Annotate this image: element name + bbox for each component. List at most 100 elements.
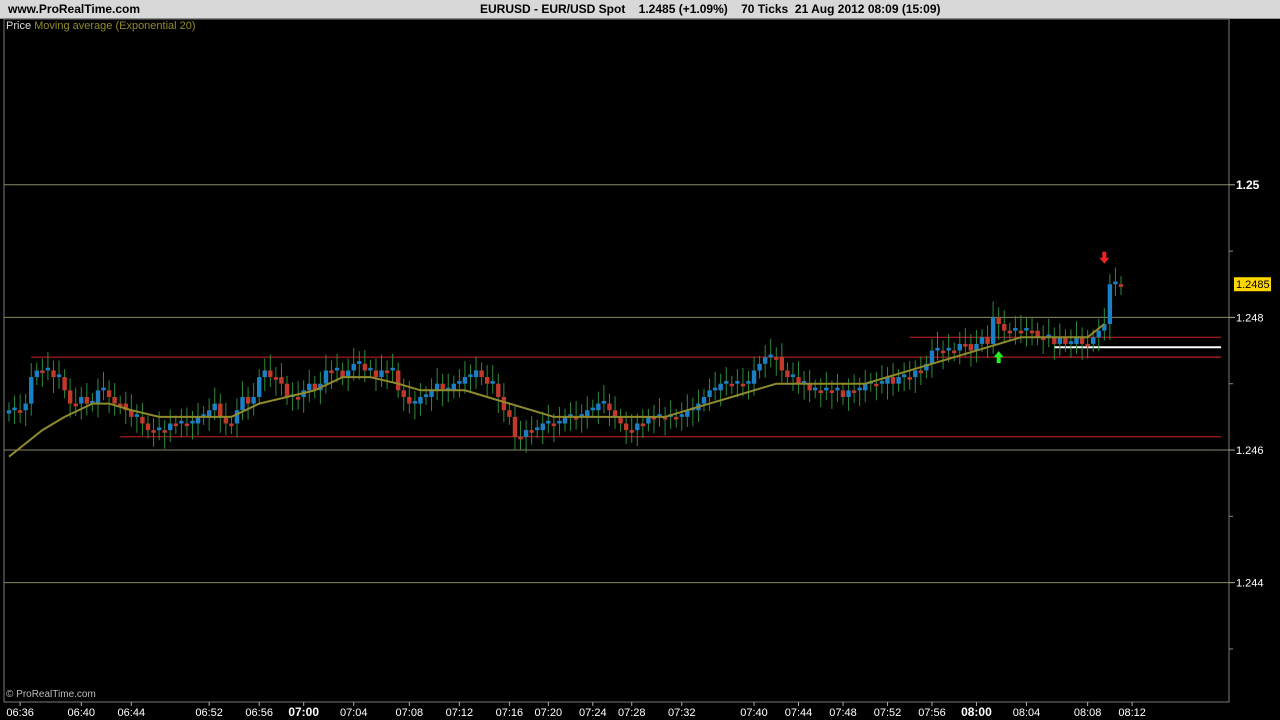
candle-body	[384, 370, 390, 374]
candle-body	[924, 363, 929, 371]
candle-body	[429, 390, 434, 397]
candle-body	[334, 367, 340, 371]
candle-body	[907, 377, 912, 380]
candle-body	[901, 374, 907, 378]
candle-body	[674, 416, 679, 420]
candle-body	[501, 396, 507, 411]
candle-body	[201, 414, 206, 417]
candle-body	[268, 370, 273, 378]
candle-body	[724, 381, 729, 384]
candle-body	[1063, 337, 1068, 344]
candle-body	[579, 414, 584, 417]
candle-body	[62, 377, 67, 391]
candle-body	[590, 407, 595, 411]
chart-title: EURUSD - EUR/USD Spot 1.2485 (+1.09%) 70…	[480, 2, 941, 16]
sell-signal-arrow	[1099, 251, 1110, 264]
candle-body	[735, 381, 740, 384]
footer-credit: © ProRealTime.com	[6, 689, 96, 700]
x-tick-label: 07:24	[579, 707, 607, 719]
candle-body	[407, 396, 412, 404]
candle-body	[496, 383, 501, 397]
candle-body	[512, 416, 518, 437]
candle-body	[1013, 328, 1018, 331]
legend-moving-average[interactable]: Moving average (Exponential 20)	[34, 20, 196, 32]
candle-body	[206, 410, 212, 417]
candle-body	[774, 357, 779, 360]
x-tick-label: 07:04	[340, 707, 368, 719]
candle-body	[1074, 337, 1079, 344]
candle-body	[801, 381, 807, 384]
candle-body	[990, 317, 996, 344]
candle-body	[685, 410, 690, 417]
site-label[interactable]: www.ProRealTime.com	[8, 2, 141, 16]
candle-body	[1057, 337, 1063, 344]
x-tick-label: 06:36	[6, 707, 34, 719]
y-tick-label: 1.25	[1236, 178, 1260, 192]
candle-body	[112, 396, 117, 404]
buy-signal-arrow	[993, 351, 1004, 364]
candle-body	[368, 367, 373, 371]
candle-body	[1118, 284, 1124, 287]
candle-body	[612, 410, 618, 417]
legend-price[interactable]: Price	[6, 20, 32, 32]
candle-body	[679, 414, 684, 417]
candle-body	[701, 396, 707, 404]
candle-body	[851, 390, 857, 393]
moving-average-line	[8, 323, 1105, 458]
candle-body	[418, 396, 423, 404]
candle-body	[1068, 341, 1074, 344]
x-tick-label: 06:56	[245, 707, 273, 719]
candle-body	[351, 363, 356, 371]
candle-body	[29, 377, 34, 404]
candle-body	[1029, 330, 1035, 334]
candle-body	[345, 370, 351, 378]
candle-body	[1046, 334, 1051, 338]
y-tick-label: 1.244	[1236, 578, 1264, 590]
candle-body	[329, 370, 334, 374]
candle-body	[790, 374, 796, 378]
candle-body	[762, 357, 768, 364]
candle-body	[340, 370, 345, 378]
candle-body	[623, 423, 629, 431]
candle-body	[1079, 337, 1085, 344]
candle-body	[129, 410, 134, 417]
candle-body	[557, 420, 562, 424]
candle-body	[67, 390, 73, 404]
candle-body	[712, 387, 718, 391]
candle-body	[568, 414, 573, 417]
candle-body	[785, 370, 790, 378]
candle-body	[118, 403, 123, 407]
candle-body	[229, 423, 234, 427]
candle-body	[145, 423, 151, 431]
candle-body	[646, 416, 651, 424]
candle-body	[162, 430, 167, 433]
candle-body	[585, 410, 590, 417]
x-tick-label: 07:28	[618, 707, 646, 719]
candle-body	[234, 410, 240, 424]
candle-body	[106, 390, 112, 397]
candle-body	[212, 403, 217, 411]
candle-body	[462, 377, 468, 384]
candle-body	[746, 381, 751, 384]
candle-body	[451, 383, 456, 391]
candle-body	[874, 383, 879, 387]
candle-body	[952, 350, 957, 354]
candle-body	[601, 400, 607, 404]
candle-body	[957, 343, 962, 351]
candle-body	[935, 347, 940, 351]
candle-body	[40, 370, 45, 374]
candle-body	[56, 374, 62, 378]
candle-body	[257, 377, 262, 397]
candle-body	[273, 377, 279, 380]
x-tick-label: 08:04	[1013, 707, 1041, 719]
last-price-label: 1.2485	[1236, 279, 1270, 291]
candle-body	[662, 416, 668, 420]
x-tick-label: 08:12	[1118, 707, 1146, 719]
candle-body	[218, 403, 223, 417]
candle-body	[757, 363, 762, 371]
x-tick-label: 07:44	[785, 707, 813, 719]
candle-body	[918, 370, 924, 374]
candle-body	[312, 383, 317, 391]
candle-body	[190, 420, 195, 424]
